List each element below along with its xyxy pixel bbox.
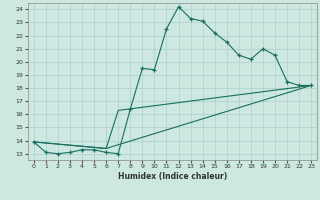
X-axis label: Humidex (Indice chaleur): Humidex (Indice chaleur) [118, 172, 227, 181]
